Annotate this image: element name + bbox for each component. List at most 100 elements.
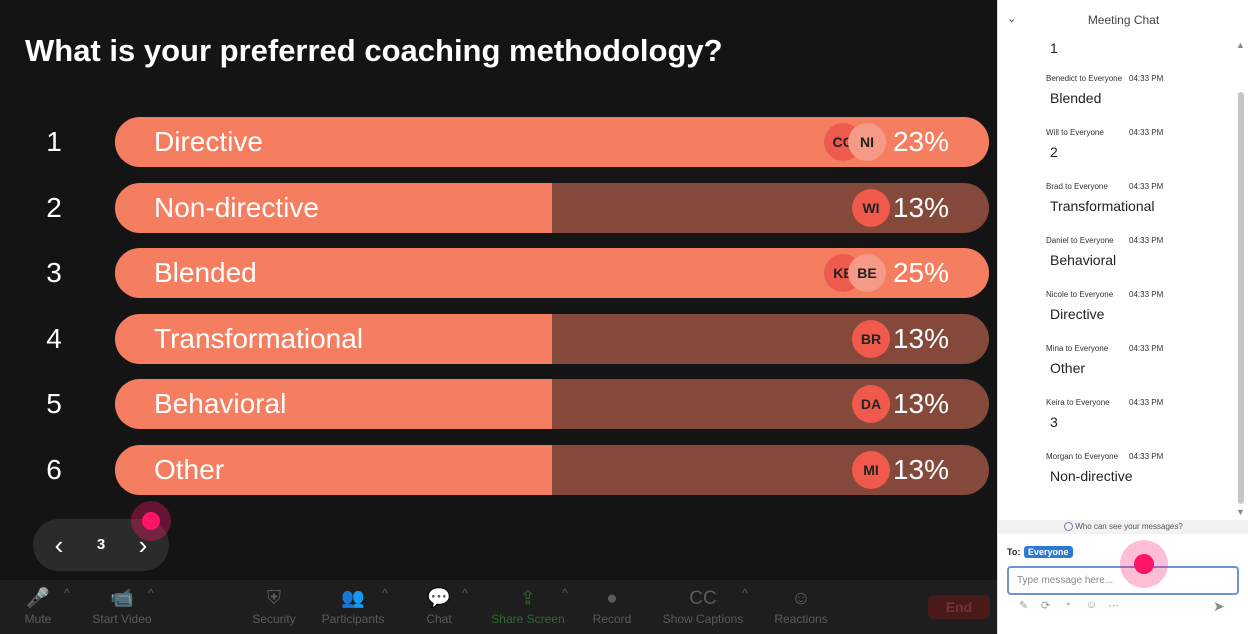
option-bar-fill: [115, 379, 552, 429]
format-icon[interactable]: ✎: [1019, 600, 1029, 612]
reactions-icon: ☺: [791, 588, 811, 609]
message-time: 04:33 PM: [1129, 236, 1164, 245]
share-screen-icon: ⇪: [520, 588, 536, 609]
meeting-chat-panel: ⌄ Meeting Chat 1 Benedict to Everyone 04:3…: [997, 0, 1248, 634]
start-video-label: Start Video: [92, 612, 152, 626]
chevron-up-icon[interactable]: ^: [562, 586, 568, 600]
scrollbar-thumb[interactable]: [1238, 92, 1244, 504]
chat-label: Chat: [426, 612, 452, 626]
message-sender: Morgan to Everyone: [1046, 452, 1119, 461]
poll-option-row: 1 Directive CO NI 23%: [0, 117, 997, 167]
chevron-up-icon[interactable]: ^: [462, 586, 468, 600]
scroll-down-icon[interactable]: ▼: [1236, 507, 1245, 517]
chevron-up-icon[interactable]: ^: [742, 586, 748, 600]
message-sender: Benedict to Everyone: [1046, 74, 1123, 83]
message-text: 2: [1050, 144, 1058, 160]
more-icon[interactable]: ⋯: [1108, 600, 1119, 612]
message-text: 3: [1050, 414, 1058, 430]
click-indicator: [131, 501, 171, 541]
option-number: 6: [46, 454, 62, 485]
recipient-selector[interactable]: Everyone: [1024, 546, 1073, 558]
file-icon[interactable]: ◔: [1064, 599, 1071, 611]
click-indicator: [1120, 540, 1168, 588]
option-bar: Non-directive WI 13%: [115, 183, 989, 233]
poll-option-row: 3 Blended KE BE 25%: [0, 248, 997, 298]
previous-slide-button[interactable]: ‹: [54, 530, 64, 560]
who-can-see-messages-link[interactable]: Who can see your messages?: [998, 520, 1248, 534]
screenshot-icon[interactable]: ⟳: [1041, 600, 1051, 612]
chat-icon: 💬: [427, 588, 451, 609]
start-video-button[interactable]: 📹 Start Video: [84, 580, 160, 634]
option-number: 4: [46, 323, 62, 354]
option-bar-fill: [115, 183, 552, 233]
poll-option-row: 6 Other MI 13%: [0, 445, 997, 495]
person-icon: [1064, 522, 1074, 532]
participant-avatar: MI: [852, 451, 890, 489]
option-label: Directive: [154, 126, 263, 157]
end-meeting-button[interactable]: End: [928, 595, 990, 619]
security-label: Security: [252, 612, 296, 626]
who-can-see-label: Who can see your messages?: [1075, 522, 1183, 531]
mute-button[interactable]: 🎤 Mute: [10, 580, 66, 634]
chevron-down-icon[interactable]: ⌄: [1007, 13, 1017, 25]
message-time: 04:33 PM: [1129, 182, 1164, 191]
option-label: Transformational: [154, 323, 364, 354]
message-sender: Will to Everyone: [1046, 128, 1104, 137]
reactions-label: Reactions: [774, 612, 828, 626]
poll-option-row: 5 Behavioral DA 13%: [0, 379, 997, 429]
message-sender: Nicole to Everyone: [1046, 290, 1114, 299]
chat-button[interactable]: 💬 Chat: [414, 580, 464, 634]
participants-label: Participants: [321, 612, 385, 626]
option-percent: 13%: [892, 454, 949, 485]
message-text: Other: [1050, 360, 1086, 376]
share-screen-label: Share Screen: [491, 612, 565, 626]
message-text: Directive: [1050, 306, 1105, 322]
emoji-icon[interactable]: ☺: [1086, 599, 1098, 611]
message-time: 04:33 PM: [1129, 74, 1164, 83]
share-screen-button[interactable]: ⇪ Share Screen: [486, 580, 570, 634]
show-captions-label: Show Captions: [662, 612, 744, 626]
mute-label: Mute: [24, 612, 52, 626]
participants-button[interactable]: 👥 Participants: [314, 580, 392, 634]
chat-message-input[interactable]: [1007, 566, 1239, 595]
option-number: 1: [46, 126, 62, 157]
video-off-icon: 📹: [110, 588, 134, 609]
participant-avatar: NI: [848, 123, 886, 161]
option-number: 2: [46, 192, 62, 223]
send-icon[interactable]: ➤: [1213, 598, 1225, 614]
poll-option-row: 2 Non-directive WI 13%: [0, 183, 997, 233]
option-bar: Directive CO NI 23%: [115, 117, 989, 167]
option-bar-fill: [115, 314, 552, 364]
option-label: Behavioral: [154, 388, 287, 419]
option-bar: Transformational BR 13%: [115, 314, 989, 364]
message-sender: Daniel to Everyone: [1046, 236, 1114, 245]
chat-message-list: 1 Benedict to Everyone 04:33 PM Blended Will…: [998, 38, 1234, 518]
chat-title: Meeting Chat: [1087, 13, 1160, 27]
chevron-up-icon[interactable]: ^: [148, 586, 154, 600]
message-time: 04:33 PM: [1129, 344, 1164, 353]
show-captions-button[interactable]: CC Show Captions: [656, 580, 750, 634]
participant-avatar: BR: [852, 320, 890, 358]
message-text: Behavioral: [1050, 252, 1117, 268]
poll-option-row: 4 Transformational BR 13%: [0, 314, 997, 364]
security-button[interactable]: ⛨ Security: [246, 580, 302, 634]
option-label: Non-directive: [154, 192, 319, 223]
message-text: Non-directive: [1050, 468, 1133, 484]
option-label: Blended: [154, 257, 257, 288]
participant-avatar: WI: [852, 189, 890, 227]
chat-scrollbar[interactable]: ▲ ▼: [1236, 40, 1246, 520]
poll-presentation: What is your preferred coaching methodol…: [0, 0, 997, 634]
recipient-label: To:: [1007, 547, 1021, 557]
chevron-up-icon[interactable]: ^: [64, 586, 70, 600]
message-time: 04:33 PM: [1129, 290, 1164, 299]
scroll-up-icon[interactable]: ▲: [1236, 40, 1245, 50]
participants-icon: 👥: [341, 588, 365, 609]
next-slide-button[interactable]: ›: [138, 530, 148, 560]
option-bar: Behavioral DA 13%: [115, 379, 989, 429]
participant-avatar: DA: [852, 385, 890, 423]
chevron-up-icon[interactable]: ^: [382, 586, 388, 600]
option-bar: Other MI 13%: [115, 445, 989, 495]
reactions-button[interactable]: ☺ Reactions: [768, 580, 834, 634]
record-button[interactable]: ● Record: [584, 580, 640, 634]
option-bar-fill: [115, 445, 552, 495]
